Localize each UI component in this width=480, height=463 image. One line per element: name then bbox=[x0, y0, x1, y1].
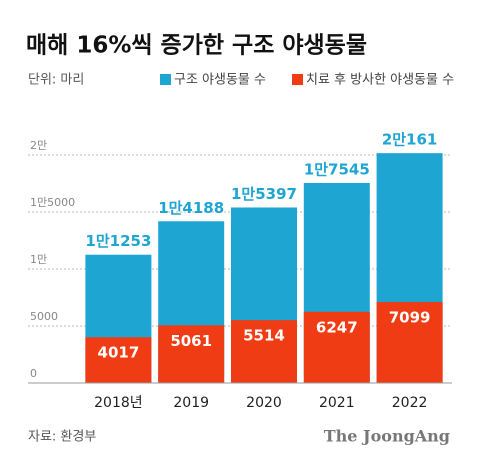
bar bbox=[85, 337, 152, 383]
x-tick-label: 2020 bbox=[246, 395, 282, 411]
chart-title: 매해 16%씩 증가한 구조 야생동물 bbox=[26, 33, 367, 59]
legend-label: 치료 후 방사한 야생동물 수 bbox=[306, 73, 454, 88]
legend-label: 구조 야생동물 수 bbox=[174, 73, 266, 88]
brand-logo: The JoongAng bbox=[324, 427, 450, 446]
y-tick-label: 1만5000 bbox=[30, 196, 75, 209]
value-label: 1만4188 bbox=[158, 199, 224, 217]
y-tick-label: 1만 bbox=[30, 253, 47, 266]
x-tick-label: 2019 bbox=[173, 395, 209, 411]
y-tick-label: 5000 bbox=[30, 310, 58, 323]
y-tick-label: 2만 bbox=[30, 139, 47, 152]
legend-swatch bbox=[160, 74, 171, 85]
source: 자료: 환경부 bbox=[28, 430, 96, 445]
value-label: 1만1253 bbox=[85, 232, 151, 250]
bar bbox=[303, 311, 370, 383]
value-label: 6247 bbox=[316, 318, 358, 336]
value-label: 1만7545 bbox=[304, 160, 370, 178]
x-tick-label: 2018년 bbox=[94, 395, 143, 411]
value-label: 2만161 bbox=[382, 131, 438, 149]
value-label: 5061 bbox=[170, 332, 212, 350]
value-label: 5514 bbox=[243, 327, 285, 345]
unit-label: 단위: 마리 bbox=[28, 73, 84, 88]
bar bbox=[231, 320, 297, 383]
value-label: 7099 bbox=[389, 309, 431, 327]
value-label: 4017 bbox=[98, 344, 140, 362]
value-label: 1만5397 bbox=[231, 185, 297, 203]
x-tick-label: 2021 bbox=[319, 395, 355, 411]
bar bbox=[376, 302, 443, 383]
bar bbox=[158, 325, 225, 383]
y-tick-label: 0 bbox=[30, 367, 37, 380]
x-tick-label: 2022 bbox=[392, 395, 428, 411]
legend-swatch bbox=[292, 74, 303, 85]
